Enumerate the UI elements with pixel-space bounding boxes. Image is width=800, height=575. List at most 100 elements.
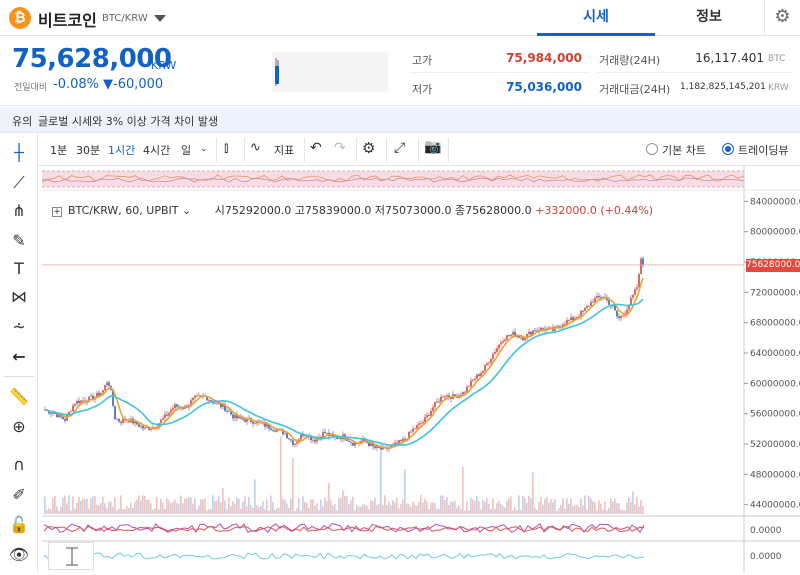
chevron-down-icon[interactable]: ⌄ (200, 144, 208, 154)
pane-control[interactable] (48, 542, 94, 570)
trendline-icon[interactable]: ⟋ (13, 173, 25, 192)
crosshair-icon[interactable]: ┼ (14, 143, 24, 162)
volume-bar (502, 506, 504, 514)
candle-type-icon[interactable]: ⫾ (224, 140, 229, 156)
interval-4h[interactable]: 4시간 (143, 144, 171, 157)
lock-icon[interactable]: 🔓 (9, 515, 29, 534)
pattern-icon[interactable]: ⋈ (11, 287, 27, 306)
moving-averages (44, 277, 644, 450)
coin-dropdown-icon[interactable] (154, 15, 166, 22)
tab-info[interactable]: 정보 (696, 9, 722, 25)
gear-icon[interactable]: ⚙ (764, 0, 800, 36)
undo-icon[interactable]: ↶ (310, 140, 322, 156)
volume-bar (156, 496, 158, 514)
divider (410, 72, 590, 73)
volume-bar (396, 498, 398, 514)
candle-body (398, 440, 400, 444)
volume-bar (518, 495, 520, 514)
tradingview-radio[interactable] (722, 143, 734, 155)
coin-name: 비트코인 (38, 11, 97, 30)
candle-body (406, 438, 408, 440)
volume-bar (326, 500, 328, 514)
candle-body (612, 305, 614, 307)
camera-icon[interactable]: 📷 (424, 139, 442, 155)
candle-body (314, 439, 316, 442)
candle-body (400, 440, 402, 441)
volume-bar (234, 504, 236, 514)
indicator-button[interactable]: 지표 (274, 144, 295, 157)
volume-bar (106, 508, 108, 514)
high-value: 75,984,000 (506, 51, 582, 65)
volume-bar (598, 500, 600, 514)
y-tick-label: 52000000.0 (750, 440, 800, 450)
legend-expand-icon[interactable]: + (52, 207, 62, 217)
candle-body (544, 328, 546, 331)
back-arrow-icon[interactable]: ← (12, 347, 26, 366)
brush-icon[interactable]: ✎ (12, 231, 26, 250)
candle-body (550, 327, 552, 329)
tab-quote[interactable]: 시세 (537, 0, 655, 36)
volume-bar (506, 500, 508, 514)
candle-body (334, 436, 336, 438)
zoom-icon[interactable]: ⊕ (12, 417, 26, 436)
candle-body (156, 426, 158, 429)
candle-body (124, 418, 126, 421)
candle-body (144, 427, 146, 429)
candle-body (152, 427, 154, 429)
candle-body (118, 418, 120, 422)
settings-icon[interactable]: ⚙ (362, 139, 376, 157)
basic-chart-radio[interactable] (646, 143, 658, 155)
text-icon[interactable]: T (14, 259, 24, 278)
pencil-lock-icon[interactable]: ✐ (12, 485, 26, 504)
candle-body (178, 406, 180, 408)
volume-bar (302, 496, 304, 514)
candle-body (440, 396, 442, 402)
fullscreen-icon[interactable]: ⤢ (394, 140, 406, 156)
interval-1m[interactable]: 1분 (50, 144, 68, 157)
candle-body (336, 437, 338, 439)
volume-bar (574, 505, 576, 514)
candle-body (474, 378, 476, 380)
volume-bar (526, 503, 528, 514)
candle-body (260, 421, 262, 423)
interval-1d[interactable]: 일 (181, 144, 192, 157)
volume-bar (464, 510, 466, 514)
ruler-icon[interactable]: 📏 (9, 387, 29, 406)
interval-30m[interactable]: 30분 (76, 144, 101, 157)
redo-icon[interactable]: ↷ (334, 140, 346, 156)
pitchfork-icon[interactable]: ⋔ (12, 201, 26, 220)
candle-body (456, 396, 458, 398)
measure-icon[interactable]: ⩪ (12, 317, 26, 336)
volume-bar (164, 508, 166, 514)
volume-bar (318, 509, 320, 514)
candle-body (486, 363, 488, 366)
candle-body (350, 441, 352, 443)
indicator-icon[interactable]: ∿ (250, 140, 261, 155)
currency-label: KRW (151, 59, 177, 72)
candle-body (374, 446, 376, 449)
candle-body (174, 404, 176, 409)
volume-bar (304, 501, 306, 514)
eye-icon[interactable]: 👁 (8, 545, 30, 564)
candle-body (170, 410, 172, 413)
volume-bar (596, 510, 598, 514)
volume-bar (524, 498, 526, 514)
volume-bar (194, 498, 196, 514)
volume-bar (572, 506, 574, 514)
magnet-icon[interactable]: ∩ (13, 455, 25, 474)
interval-1h[interactable]: 1시간 (108, 144, 136, 157)
candle-body (570, 317, 572, 321)
candle-body (428, 415, 430, 416)
legend-symbol[interactable]: BTC/KRW, 60, UPBIT (68, 204, 179, 217)
candle-body (622, 315, 624, 317)
volume-bar (50, 509, 52, 514)
volume-bar (542, 504, 544, 514)
candle-body (248, 418, 250, 420)
volume-bar (552, 502, 554, 514)
candle-body (606, 297, 608, 301)
divider (418, 138, 419, 162)
notice-bar[interactable]: 유의 글로벌 시세와 3% 이상 가격 차이 발생 (0, 107, 800, 133)
candle-body (594, 298, 596, 303)
volume-bar (452, 502, 454, 514)
chevron-down-icon[interactable]: ⌄ (178, 204, 195, 217)
